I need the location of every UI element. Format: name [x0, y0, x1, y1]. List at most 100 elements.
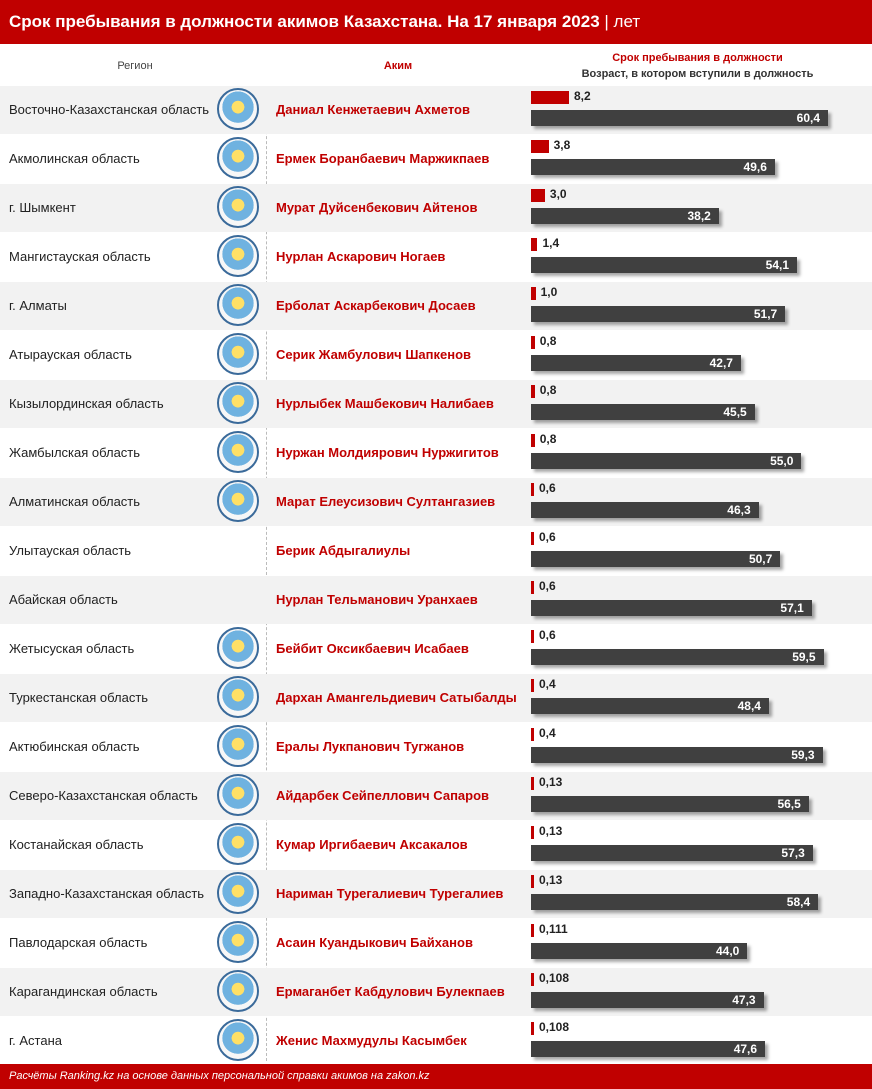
region-label: г. Астана: [9, 1033, 62, 1048]
age-value-label: 59,3: [791, 748, 815, 762]
table-row: Жамбылская область Нуржан Молдиярович Нур…: [0, 429, 872, 477]
age-value-label: 47,3: [732, 993, 756, 1007]
region-label: г. Алматы: [9, 298, 67, 313]
table-row: Акмолинская область Ермек Боранбаевич Мар…: [0, 135, 872, 183]
tenure-value-label: 0,8: [539, 432, 557, 446]
column-header-region: Регион: [117, 60, 153, 72]
tenure-bar: [531, 777, 534, 790]
tenure-value-label: 0,4: [539, 726, 556, 740]
tenure-value-label: 1,0: [540, 285, 558, 299]
tenure-bar: [531, 924, 534, 937]
table-row: Кызылординская область Нурлыбек Машбекови…: [0, 380, 872, 428]
tenure-value-label: 0,6: [539, 481, 556, 495]
age-bar: 56,5: [531, 796, 809, 812]
tenure-value-label: 0,4: [539, 677, 556, 691]
age-value-label: 59,5: [792, 650, 816, 664]
age-bar: 55,0: [531, 453, 802, 469]
region-label: Абайская область: [9, 592, 118, 607]
column-header-akim: Аким: [383, 60, 413, 72]
age-value-label: 49,6: [743, 160, 767, 174]
tenure-bar: [531, 826, 534, 839]
age-value-label: 42,7: [709, 356, 733, 370]
region-label: Карагандинская область: [9, 984, 158, 999]
region-label: Северо-Казахстанская область: [9, 788, 198, 803]
age-value-label: 60,4: [796, 111, 820, 125]
akim-name: Мурат Дуйсенбекович Айтенов: [276, 200, 478, 215]
age-bar: 46,3: [531, 502, 759, 518]
tenure-value-label: 0,8: [539, 334, 557, 348]
emblem-turkestan-icon: [217, 676, 259, 718]
age-value-label: 45,5: [723, 405, 747, 419]
tenure-bar: [531, 91, 569, 104]
age-bar: 60,4: [531, 110, 828, 126]
age-value-label: 58,4: [786, 895, 811, 909]
table-row: Павлодарская область Асаин Куандыкович Ба…: [0, 919, 872, 967]
table-row: Восточно-Казахстанская область Даниал Кен…: [0, 86, 872, 134]
table-row: Улытауская область Берик Абдыгалиулы 0,6 50…: [0, 527, 872, 575]
tenure-bar: [531, 336, 535, 349]
akim-name: Берик Абдыгалиулы: [276, 543, 411, 558]
chart-title: Срок пребывания в должности акимов Казах…: [9, 12, 600, 31]
region-label: Восточно-Казахстанская область: [9, 102, 210, 117]
emblem-akmola-icon: [217, 137, 259, 179]
region-label: Актюбинская область: [9, 739, 140, 754]
region-label: Акмолинская область: [9, 151, 140, 166]
region-label: Костанайская область: [9, 837, 144, 852]
emblem-almaty-region-icon: [217, 480, 259, 522]
emblem-kostanay-icon: [217, 823, 259, 865]
table-row: г. Шымкент Мурат Дуйсенбекович Айтенов 3,0…: [0, 184, 872, 232]
tenure-bar: [531, 189, 545, 202]
age-bar: 48,4: [531, 698, 769, 714]
emblem-kyzylorda-icon: [217, 382, 259, 424]
akim-name: Нуржан Молдиярович Нуржигитов: [276, 445, 499, 460]
source-footer: Расчёты Ranking.kz на основе данных перс…: [0, 1064, 872, 1089]
akim-name: Дархан Амангельдиевич Сатыбалды: [276, 690, 517, 705]
age-bar: 54,1: [531, 257, 798, 273]
akim-name: Ерболат Аскарбекович Досаев: [276, 298, 476, 313]
emblem-almaty-city-icon: [217, 284, 259, 326]
tenure-bar: [531, 532, 534, 545]
tenure-bar: [531, 973, 534, 986]
table-row: Северо-Казахстанская область Айдарбек Сей…: [0, 772, 872, 820]
table-row: Атырауская область Серик Жамбулович Шапке…: [0, 331, 872, 379]
akim-name: Даниал Кенжетаевич Ахметов: [276, 102, 470, 117]
akim-name: Ералы Лукпанович Тугжанов: [276, 739, 465, 754]
akim-name: Нурлан Тельманович Уранхаев: [276, 592, 478, 607]
age-bar: 49,6: [531, 159, 775, 175]
tenure-value-label: 0,108: [539, 1020, 570, 1034]
tenure-value-label: 0,13: [539, 873, 563, 887]
age-value-label: 50,7: [748, 552, 773, 566]
age-value-label: 55,0: [770, 454, 794, 468]
akim-name: Айдарбек Сейпеллович Сапаров: [276, 788, 490, 803]
table-row: Абайская область Нурлан Тельманович Уранх…: [0, 576, 872, 624]
tenure-bar: [531, 728, 534, 741]
tenure-value-label: 0,6: [539, 628, 556, 642]
emblem-aktobe-icon: [217, 725, 259, 767]
emblem-karaganda-icon: [217, 970, 259, 1012]
emblem-mangystau-icon: [217, 235, 259, 277]
tenure-value-label: 0,13: [539, 775, 563, 789]
emblem-astana-icon: [217, 1019, 259, 1061]
table-row: Мангистауская область Нурлан Аскарович Но…: [0, 233, 872, 281]
akim-name: Женис Махмудулы Касымбек: [276, 1033, 467, 1048]
table-row: г. Алматы Ерболат Аскарбекович Досаев 1,0 5…: [0, 282, 872, 330]
tenure-value-label: 3,8: [553, 138, 571, 152]
akim-name: Ермаганбет Кабдулович Булекпаев: [276, 984, 505, 999]
emblem-zhetysu-icon: [217, 627, 259, 669]
table-row: Карагандинская область Ермаганбет Кабдуло…: [0, 968, 872, 1016]
tenure-bar: [531, 238, 538, 251]
emblem-east-kazakhstan-icon: [217, 88, 259, 130]
age-bar: 47,3: [531, 992, 764, 1008]
emblem-shymkent-icon: [217, 186, 259, 228]
akim-name: Марат Елеусизович Султангазиев: [276, 494, 496, 509]
tenure-bar: [531, 679, 534, 692]
column-header-age: Возраст, в котором вступили в должность: [581, 68, 814, 80]
region-label: Жамбылская область: [9, 445, 141, 460]
emblem-west-kazakhstan-icon: [217, 872, 259, 914]
tenure-bar: [531, 483, 534, 496]
akim-name: Нурлыбек Машбекович Налибаев: [276, 396, 494, 411]
age-value-label: 46,3: [727, 503, 751, 517]
age-bar: 57,3: [531, 845, 813, 861]
column-divider: [266, 86, 267, 1061]
age-value-label: 51,7: [753, 307, 778, 321]
